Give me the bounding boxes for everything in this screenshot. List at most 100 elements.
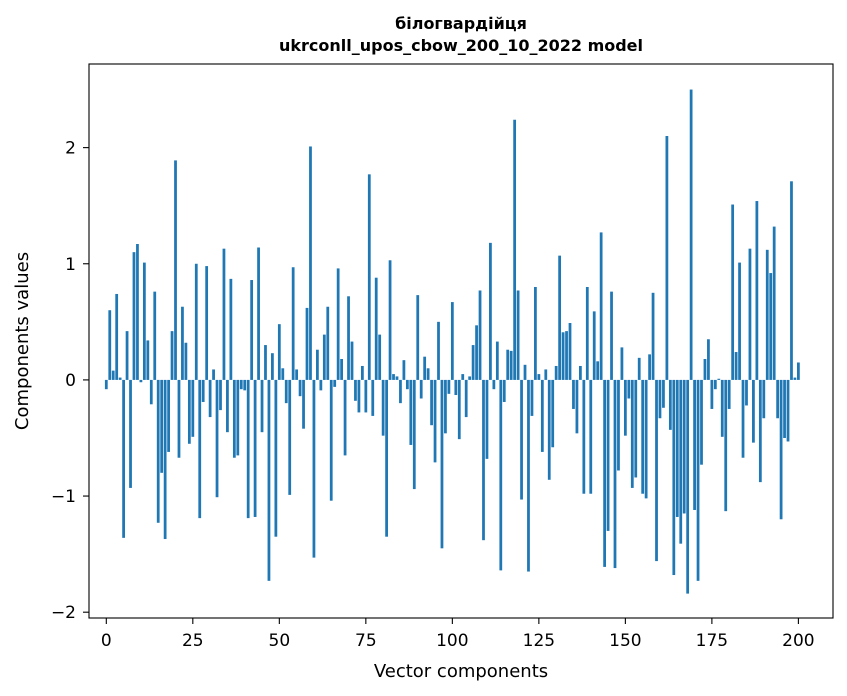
bar-151: [627, 379, 631, 399]
bar-96: [437, 321, 440, 380]
bar-120: [520, 379, 523, 500]
bar-184: [741, 379, 745, 458]
bar-138: [582, 379, 586, 494]
x-tick-label: 100: [436, 631, 468, 651]
bar-31: [212, 369, 215, 380]
bar-37: [232, 379, 236, 458]
bar-61: [316, 349, 319, 380]
bar-86: [402, 360, 406, 380]
y-axis-ticks: −2 −1 0 1 2: [51, 139, 89, 623]
bar-34: [222, 248, 226, 380]
bar-143: [599, 232, 603, 380]
bar-77: [371, 379, 375, 416]
bar-78: [374, 277, 378, 380]
bar-171: [696, 379, 700, 581]
bar-14: [153, 291, 157, 380]
bar-58: [305, 307, 309, 380]
bar-194: [776, 379, 780, 419]
bar-42: [250, 280, 254, 380]
bar-106: [471, 345, 475, 380]
bar-82: [388, 260, 392, 380]
bar-150: [623, 379, 627, 436]
bar-87: [405, 379, 409, 390]
bar-99: [447, 379, 451, 394]
bar-133: [565, 331, 568, 380]
bar-0: [104, 379, 108, 390]
bar-30: [208, 379, 212, 418]
bar-114: [499, 379, 503, 571]
bar-103: [461, 374, 465, 380]
bar-95: [433, 379, 437, 463]
bar-48: [271, 353, 274, 380]
x-tick-label: 125: [523, 631, 555, 651]
bar-161: [662, 379, 665, 408]
bar-54: [291, 267, 295, 380]
plot-area-frame: [88, 63, 834, 619]
bar-147: [613, 379, 617, 569]
bar-27: [198, 379, 202, 519]
bar-36: [229, 278, 233, 380]
bar-113: [495, 341, 499, 380]
bar-83: [392, 374, 395, 380]
bar-84: [395, 376, 399, 380]
bar-146: [610, 291, 613, 380]
bar-50: [277, 324, 281, 380]
bar-46: [264, 345, 267, 380]
bar-45: [260, 379, 264, 433]
y-tick-label: 0: [65, 371, 76, 391]
bar-105: [468, 376, 472, 380]
bar-93: [426, 368, 430, 380]
bar-119: [516, 290, 520, 380]
bar-157: [648, 354, 651, 380]
bar-159: [655, 379, 658, 562]
bar-155: [641, 379, 645, 494]
bar-43: [253, 379, 257, 517]
bar-90: [416, 295, 420, 380]
x-tick-label: 150: [609, 631, 641, 651]
bar-107: [475, 325, 478, 380]
y-tick-label: −2: [51, 603, 76, 623]
bar-145: [606, 379, 610, 531]
bar-44: [257, 247, 260, 380]
bar-22: [181, 306, 184, 380]
bar-108: [478, 290, 482, 380]
bar-131: [558, 255, 562, 380]
y-tick-label: 2: [65, 139, 76, 159]
bar-181: [731, 204, 735, 380]
bar-56: [298, 379, 302, 397]
bar-18: [167, 379, 170, 452]
bar-124: [534, 286, 537, 380]
bar-102: [457, 379, 461, 440]
bar-63: [322, 334, 326, 380]
bar-187: [752, 379, 755, 443]
bar-162: [665, 136, 669, 380]
bar-23: [184, 342, 188, 380]
bar-177: [717, 378, 721, 380]
bar-65: [329, 379, 333, 501]
bar-8: [132, 252, 136, 380]
bar-11: [142, 262, 146, 380]
bar-100: [450, 302, 454, 380]
bar-195: [779, 379, 783, 520]
bar-70: [347, 296, 350, 380]
bar-167: [682, 379, 686, 514]
x-tick-label: 50: [269, 631, 291, 651]
bar-41: [246, 379, 250, 519]
bar-21: [177, 379, 181, 458]
bar-173: [703, 359, 707, 380]
bar-1: [108, 310, 112, 380]
x-tick-label: 25: [182, 631, 204, 651]
bar-144: [603, 379, 606, 567]
bar-35: [226, 379, 229, 433]
bar-10: [139, 379, 143, 383]
bar-190: [762, 379, 766, 419]
bar-104: [464, 379, 468, 418]
bar-170: [693, 379, 696, 510]
bar-179: [724, 379, 728, 512]
bar-38: [236, 379, 240, 456]
bar-132: [561, 332, 565, 380]
bar-182: [734, 352, 738, 380]
bar-53: [288, 379, 292, 495]
bar-85: [399, 379, 402, 404]
bar-142: [596, 361, 600, 380]
